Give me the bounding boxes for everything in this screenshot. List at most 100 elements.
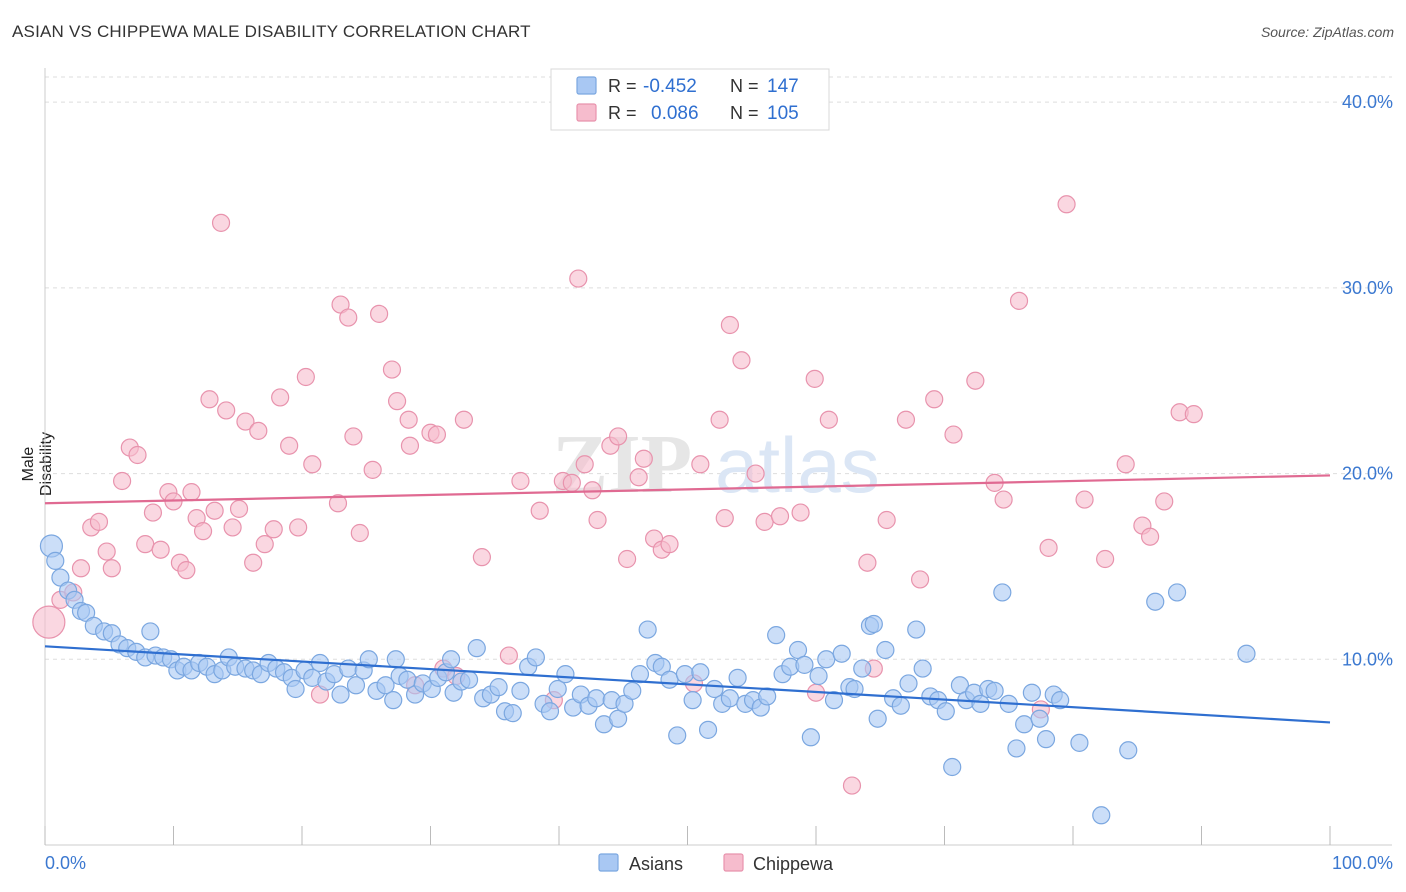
chippewa-point bbox=[303, 455, 322, 474]
asians-point bbox=[1022, 683, 1041, 702]
asians-point bbox=[767, 626, 786, 645]
asians-point bbox=[526, 648, 545, 667]
asians-point bbox=[467, 639, 486, 658]
asians-point bbox=[1119, 741, 1138, 760]
asians-point bbox=[824, 691, 844, 710]
asians-point bbox=[728, 668, 747, 687]
asians-point bbox=[868, 709, 887, 728]
chippewa-point bbox=[819, 410, 838, 429]
asians-point bbox=[698, 720, 718, 739]
tick-labels: 10.0% 20.0% 30.0% 40.0% 0.0% 100.0% bbox=[45, 92, 1393, 873]
asians-point bbox=[548, 679, 567, 699]
asians-point bbox=[891, 696, 910, 715]
chippewa-point bbox=[339, 308, 358, 327]
chippewa-point bbox=[858, 553, 877, 572]
source-label: Source: ZipAtlas.com bbox=[1260, 24, 1394, 40]
chippewa-point bbox=[205, 501, 224, 520]
legend-r-value-chippewa: 0.086 bbox=[651, 103, 699, 124]
asians-point bbox=[141, 622, 160, 641]
chippewa-point bbox=[1140, 527, 1160, 546]
gridlines bbox=[45, 76, 1392, 660]
chippewa-trend-line bbox=[44, 474, 1331, 505]
chippewa-point bbox=[499, 646, 518, 665]
chippewa-point bbox=[994, 490, 1013, 509]
x-tick-label: 0.0% bbox=[45, 853, 86, 873]
chippewa-point bbox=[1096, 549, 1115, 569]
bottom-legend-swatch-asians bbox=[598, 853, 619, 872]
chippewa-point bbox=[296, 367, 315, 387]
chippewa-point bbox=[710, 410, 729, 429]
chippewa-point bbox=[896, 410, 916, 429]
chippewa-point bbox=[720, 315, 740, 335]
asians-point bbox=[913, 659, 932, 678]
asians-point bbox=[899, 674, 918, 693]
chippewa-point bbox=[530, 501, 549, 520]
chippewa-point bbox=[363, 460, 382, 479]
legend: R = -0.452 N = 147 R = 0.086 N = 105 bbox=[550, 68, 830, 131]
chippewa-point bbox=[289, 518, 308, 537]
chippewa-point bbox=[249, 421, 268, 440]
asians-point bbox=[346, 676, 366, 695]
asians-point bbox=[511, 681, 530, 700]
asians-point bbox=[907, 620, 926, 639]
asians-point bbox=[809, 666, 828, 686]
legend-r-label-asians: R = bbox=[608, 76, 637, 96]
asians-point bbox=[683, 691, 702, 710]
legend-n-label-chippewa: N = bbox=[730, 103, 759, 123]
bottom-legend-label-asians: Asians bbox=[629, 854, 683, 874]
asians-point bbox=[758, 687, 777, 706]
chippewa-point bbox=[609, 427, 628, 446]
asians-point bbox=[339, 659, 358, 678]
chippewa-point bbox=[618, 549, 637, 569]
asians-point bbox=[1051, 691, 1070, 710]
chippewa-point bbox=[966, 371, 985, 390]
chippewa-point bbox=[271, 388, 290, 407]
chippewa-point bbox=[925, 390, 944, 409]
asians-point bbox=[832, 644, 851, 663]
asians-point bbox=[660, 670, 679, 689]
chippewa-point bbox=[562, 473, 581, 492]
chippewa-point bbox=[575, 455, 594, 474]
asians-point bbox=[675, 665, 695, 684]
asians-point bbox=[623, 681, 642, 700]
chippewa-point bbox=[112, 471, 132, 491]
chippewa-point bbox=[1116, 455, 1135, 474]
chippewa-point bbox=[136, 535, 155, 554]
chippewa-point bbox=[910, 570, 930, 589]
asians-point bbox=[1070, 733, 1089, 752]
y-tick-label: 10.0% bbox=[1342, 649, 1393, 669]
chart-title: ASIAN VS CHIPPEWA MALE DISABILITY CORREL… bbox=[12, 22, 531, 41]
chippewa-point bbox=[715, 509, 734, 528]
x-tick-label: 100.0% bbox=[1332, 853, 1393, 873]
chippewa-point bbox=[746, 464, 765, 483]
asians-point bbox=[489, 678, 508, 697]
asians-point bbox=[331, 685, 350, 704]
asians-points bbox=[39, 534, 1256, 825]
chippewa-point bbox=[217, 401, 236, 420]
asians-point bbox=[441, 650, 461, 669]
asians-point bbox=[1092, 806, 1111, 825]
chippewa-point bbox=[399, 410, 418, 429]
legend-r-value-asians: -0.452 bbox=[643, 76, 697, 97]
asians-point bbox=[691, 663, 710, 682]
chippewa-point bbox=[1057, 195, 1076, 214]
chippewa-point bbox=[177, 561, 196, 580]
y-tick-label: 20.0% bbox=[1342, 464, 1393, 484]
y-tick-label: 30.0% bbox=[1342, 278, 1393, 298]
asians-point bbox=[638, 620, 657, 639]
chippewa-point bbox=[236, 412, 255, 431]
bottom-legend: Asians Chippewa bbox=[598, 853, 834, 874]
chippewa-point bbox=[1155, 492, 1174, 511]
asians-point bbox=[971, 694, 990, 713]
chippewa-point bbox=[1075, 490, 1094, 509]
asians-point bbox=[864, 614, 883, 634]
asians-point bbox=[1015, 715, 1034, 734]
chippewa-point bbox=[629, 468, 648, 487]
chippewa-point bbox=[71, 559, 91, 578]
asians-point bbox=[1167, 583, 1187, 602]
asians-point bbox=[943, 757, 962, 777]
chippewa-point bbox=[842, 776, 862, 795]
chippewa-point bbox=[328, 494, 348, 513]
trend-lines bbox=[44, 474, 1331, 724]
